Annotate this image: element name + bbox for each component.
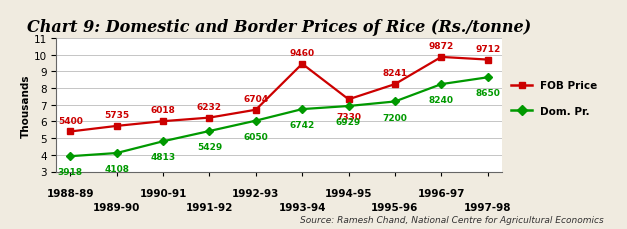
Text: 5735: 5735 <box>104 110 129 120</box>
Y-axis label: Thousands: Thousands <box>21 74 31 137</box>
Text: 7200: 7200 <box>382 113 408 122</box>
Text: 1995-96: 1995-96 <box>371 202 419 212</box>
Text: 1988-89: 1988-89 <box>46 188 94 198</box>
Text: 6929: 6929 <box>336 117 361 127</box>
Text: 6704: 6704 <box>243 94 268 103</box>
Text: 8650: 8650 <box>475 89 500 98</box>
Text: 1993-94: 1993-94 <box>278 202 326 212</box>
Text: 9872: 9872 <box>429 42 454 51</box>
Text: 3918: 3918 <box>58 168 83 177</box>
Text: 1992-93: 1992-93 <box>232 188 280 198</box>
Text: Source: Ramesh Chand, National Centre for Agricultural Economics: Source: Ramesh Chand, National Centre fo… <box>300 215 603 224</box>
Text: 1989-90: 1989-90 <box>93 202 140 212</box>
Text: 9460: 9460 <box>290 49 315 57</box>
Text: 5429: 5429 <box>197 142 222 151</box>
Text: 5400: 5400 <box>58 116 83 125</box>
Text: 1991-92: 1991-92 <box>186 202 233 212</box>
Text: 6050: 6050 <box>243 132 268 141</box>
Text: 4813: 4813 <box>150 153 176 162</box>
Text: 1997-98: 1997-98 <box>464 202 512 212</box>
Text: 6018: 6018 <box>150 106 176 115</box>
Text: 7330: 7330 <box>336 112 361 121</box>
Text: 1996-97: 1996-97 <box>418 188 465 198</box>
Text: 4108: 4108 <box>104 164 129 173</box>
Text: 9712: 9712 <box>475 44 500 53</box>
Text: 1990-91: 1990-91 <box>139 188 187 198</box>
Text: 8240: 8240 <box>429 96 454 105</box>
Text: 1994-95: 1994-95 <box>325 188 372 198</box>
Title: Chart 9: Domestic and Border Prices of Rice (Rs./tonne): Chart 9: Domestic and Border Prices of R… <box>27 19 531 36</box>
Text: 6742: 6742 <box>290 121 315 130</box>
Text: 8241: 8241 <box>382 69 408 78</box>
Legend: FOB Price, Dom. Pr.: FOB Price, Dom. Pr. <box>511 81 598 116</box>
Text: 6232: 6232 <box>197 102 222 111</box>
